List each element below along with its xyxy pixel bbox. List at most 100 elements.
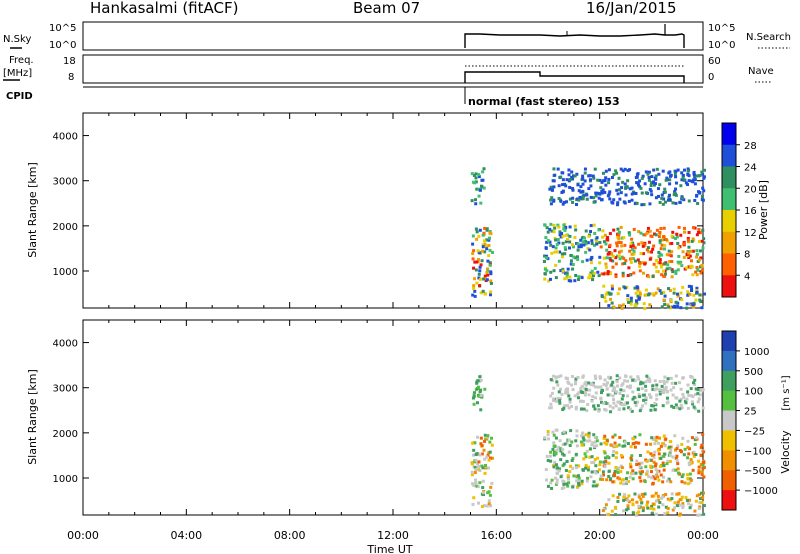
scatter-cell [474,176,478,180]
scatter-cell [624,374,628,378]
scatter-cell [660,384,664,388]
scatter-cell [690,375,694,379]
scatter-cell [611,259,615,263]
scatter-cell [601,229,605,233]
scatter-cell [545,269,549,273]
scatter-cell [648,257,652,261]
scatter-cell [479,291,483,295]
scatter-cell [654,462,658,466]
scatter-cell [629,302,633,306]
scatter-cell [482,493,486,497]
scatter-cell [686,406,690,410]
scatter-cell [628,386,632,390]
scatter-cell [693,438,697,442]
scatter-cell [574,377,578,381]
scatter-cell [619,225,623,229]
scatter-cell [570,405,574,409]
scatter-cell [663,452,667,456]
scatter-cell [485,437,489,441]
scatter-cell [604,408,608,412]
scatter-cell [551,179,555,183]
scatter-cell [617,240,621,244]
scatter-cell [661,169,665,173]
scatter-cell [545,226,549,230]
scatter-cell [613,441,617,445]
scatter-cell [596,385,600,389]
scatter-cell [639,380,643,384]
scatter-cell [581,399,585,403]
colorbar-tick-label: 4 [744,271,750,282]
scatter-cell [682,255,686,259]
scatter-cell [622,403,626,407]
scatter-cell [549,222,553,226]
scatter-cell [548,240,552,244]
scatter-cell [601,171,605,175]
scatter-cell [639,186,643,190]
scatter-cell [600,198,604,202]
scatter-cell [604,265,608,269]
scatter-cell [687,251,691,255]
colorbar-tick-label: 8 [744,250,750,261]
scatter-cell [671,393,675,397]
scatter-cell [692,305,696,309]
scatter-cell [645,293,649,297]
scatter-cell [616,499,620,503]
colorbar-tick-label: 16 [744,206,757,217]
scatter-cell [488,231,492,235]
scatter-cell [587,434,591,438]
scatter-cell [642,506,646,510]
scatter-cell [623,167,627,171]
scatter-cell [543,277,547,281]
scatter-cell [558,396,562,400]
scatter-cell [698,191,702,195]
scatter-cell [556,383,560,387]
scatter-cell [627,266,631,270]
scatter-cell [604,262,608,266]
scatter-cell [660,193,664,197]
scatter-cell [564,468,568,472]
scatter-cell [666,506,670,510]
scatter-cell [568,234,572,238]
scatter-cell [561,443,565,447]
scatter-cell [700,239,704,243]
scatter-cell [688,292,692,296]
scatter-cell [545,256,549,260]
scatter-cell [609,272,613,276]
scatter-cell [674,403,678,407]
scatter-cell [555,399,559,403]
scatter-cell [477,276,481,280]
scatter-cell [598,178,602,182]
scatter-cell [640,241,644,245]
scatter-cell [648,229,652,233]
scatter-cell [627,199,631,203]
scatter-cell [662,226,666,230]
scatter-cell [580,434,584,438]
scatter-cell [489,290,493,294]
scatter-cell [476,385,480,389]
y-tick-label: 4000 [53,339,78,350]
scatter-cell [653,379,657,383]
scatter-cell [620,455,624,459]
scatter-cell [674,456,678,460]
scatter-cell [627,300,631,304]
scatter-cell [578,195,582,199]
scatter-cell [647,376,651,380]
scatter-cell [600,391,604,395]
scatter-cell [702,237,706,241]
scatter-cell [571,186,575,190]
scatter-cell [697,258,701,262]
scatter-cell [623,182,627,186]
scatter-cell [629,445,633,449]
scatter-cell [599,442,603,446]
scatter-cell [565,482,569,486]
scatter-cell [588,248,592,252]
scatter-cell [557,259,561,263]
scatter-cell [617,233,621,237]
scatter-cell [638,179,642,183]
scatter-cell [669,449,673,453]
scatter-cell [643,480,647,484]
scatter-cell [475,260,479,264]
scatter-cell [634,396,638,400]
scatter-cell [484,244,488,248]
